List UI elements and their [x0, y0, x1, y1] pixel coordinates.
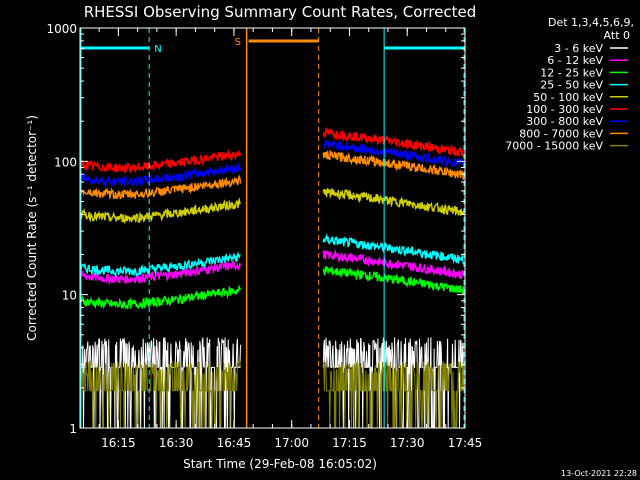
- x-axis-label: Start Time (29-Feb-08 16:05:02): [183, 457, 377, 471]
- data-area: [79, 127, 465, 429]
- x-tick-label-1715: 17:15: [332, 436, 367, 450]
- flag-markers: NS: [80, 28, 465, 428]
- x-tick-label-1730: 17:30: [390, 436, 425, 450]
- legend-label-9: 7000 - 15000 keV: [505, 140, 603, 153]
- x-tick-label-1630: 16:30: [159, 436, 194, 450]
- legend-label-1: 3 - 6 keV: [554, 42, 603, 55]
- x-tick-label-1745: 17:45: [448, 436, 483, 450]
- y-axis-label: Corrected Count Rate (s⁻¹ detector⁻¹): [25, 115, 39, 341]
- series-line-5: [79, 187, 465, 224]
- series-line-3: [79, 266, 465, 311]
- chart-title: RHESSI Observing Summary Count Rates, Co…: [84, 3, 477, 21]
- x-tick-label-1645: 16:45: [217, 436, 252, 450]
- x-tick-label-1615: 16:15: [101, 436, 136, 450]
- y-tick-label-10: 10: [62, 289, 77, 303]
- y-tick-label-1: 1: [69, 422, 77, 436]
- axes: 1 10 100 1000 16:15 16:30 16:45 17:00 17:15 17:30…: [46, 22, 482, 450]
- y-tick-label-100: 100: [54, 155, 77, 169]
- legend-header-line2: Att 0: [604, 29, 630, 42]
- legend-label-3: 12 - 25 keV: [540, 66, 603, 79]
- legend-label-7: 300 - 800 keV: [526, 115, 603, 128]
- series-line-6: [80, 127, 465, 174]
- legend-label-4: 25 - 50 keV: [540, 79, 603, 92]
- series-line-4: [79, 233, 465, 279]
- legend-label-5: 50 - 100 keV: [533, 91, 603, 104]
- series-line-7: [79, 138, 465, 188]
- y-tick-label-1000: 1000: [46, 22, 77, 36]
- x-tick-label-1700: 17:00: [274, 436, 309, 450]
- legend-label-6: 100 - 300 keV: [526, 103, 603, 116]
- timestamp: 13-Oct-2021 22:28: [561, 469, 637, 478]
- legend-label-8: 800 - 7000 keV: [519, 127, 603, 140]
- legend-header-line1: Det 1,3,4,5,6,9,: [548, 16, 634, 29]
- legend-label-2: 6 - 12 keV: [547, 54, 603, 67]
- series-line-8: [79, 149, 465, 200]
- night-flag-label: N: [154, 44, 161, 55]
- series-line-2: [79, 248, 465, 286]
- saa-flag-label: S: [235, 37, 241, 48]
